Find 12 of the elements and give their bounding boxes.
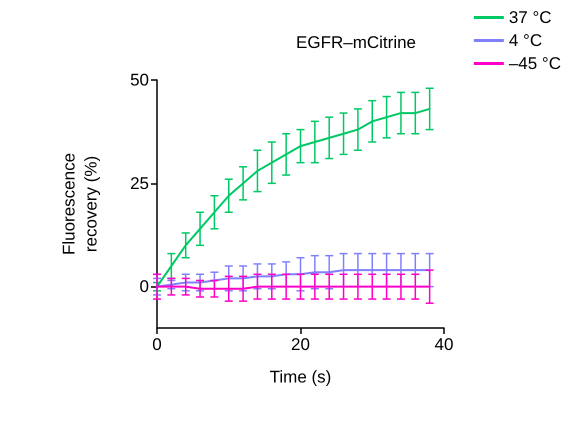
- x-axis-title: Time (s): [270, 368, 332, 386]
- y-tick-label: 0: [140, 277, 149, 296]
- y-axis-title: Fluorescence recovery (%): [60, 152, 100, 256]
- x-tick-label: 40: [434, 335, 454, 354]
- y-tick-label: 25: [130, 174, 149, 193]
- legend-label: 4 °C: [508, 31, 542, 50]
- x-tick-label: 0: [152, 335, 162, 354]
- legend-label: 37 °C: [508, 8, 552, 27]
- legend-title: EGFR–mCitrine: [296, 33, 416, 52]
- y-tick-label: 50: [130, 70, 149, 90]
- x-tick-label: 20: [291, 335, 310, 354]
- legend-label: –45 °C: [508, 54, 562, 73]
